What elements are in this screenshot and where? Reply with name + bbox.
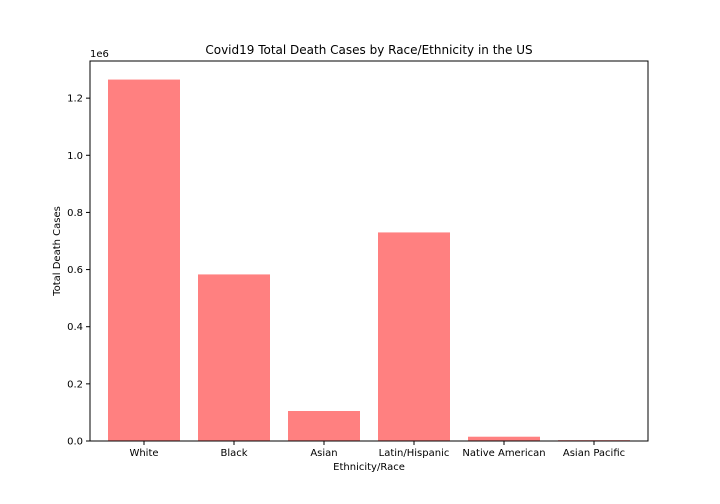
bar-native-american	[468, 436, 540, 441]
y-tick-label: 1.0	[67, 151, 83, 162]
x-tick-label: Latin/Hispanic	[379, 448, 450, 459]
bars-group	[108, 79, 630, 441]
y-offset-label: 1e6	[90, 49, 109, 60]
x-tick-label: White	[129, 448, 158, 459]
y-tick-label: 0.6	[67, 265, 83, 276]
y-tick-label: 0.2	[67, 379, 83, 390]
y-axis-label: Total Death Cases	[52, 206, 63, 297]
y-tick-label: 0.8	[67, 208, 83, 219]
x-tick-label: Black	[220, 448, 247, 459]
plot-frame	[89, 60, 649, 442]
x-axis-label: Ethnicity/Race	[333, 462, 405, 473]
y-tick-label: 1.2	[67, 94, 83, 105]
x-tick-label: Native American	[462, 448, 545, 459]
x-tick-label: Asian	[310, 448, 337, 459]
x-tick-label: Asian Pacific	[563, 448, 625, 459]
bar-white	[108, 79, 180, 441]
bar-asian	[288, 411, 360, 441]
x-axis-ticks: White Black Asian Latin/Hispanic Native Amer…	[129, 441, 625, 459]
y-tick-label: 0.4	[67, 322, 83, 333]
chart-title: Covid19 Total Death Cases by Race/Ethnic…	[205, 43, 532, 57]
y-axis-ticks: 0.0 0.2 0.4 0.6 0.8 1.0 1.2	[67, 94, 90, 448]
bar-black	[198, 274, 270, 441]
bar-latin-hispanic	[378, 232, 450, 441]
y-tick-label: 0.0	[67, 437, 83, 448]
